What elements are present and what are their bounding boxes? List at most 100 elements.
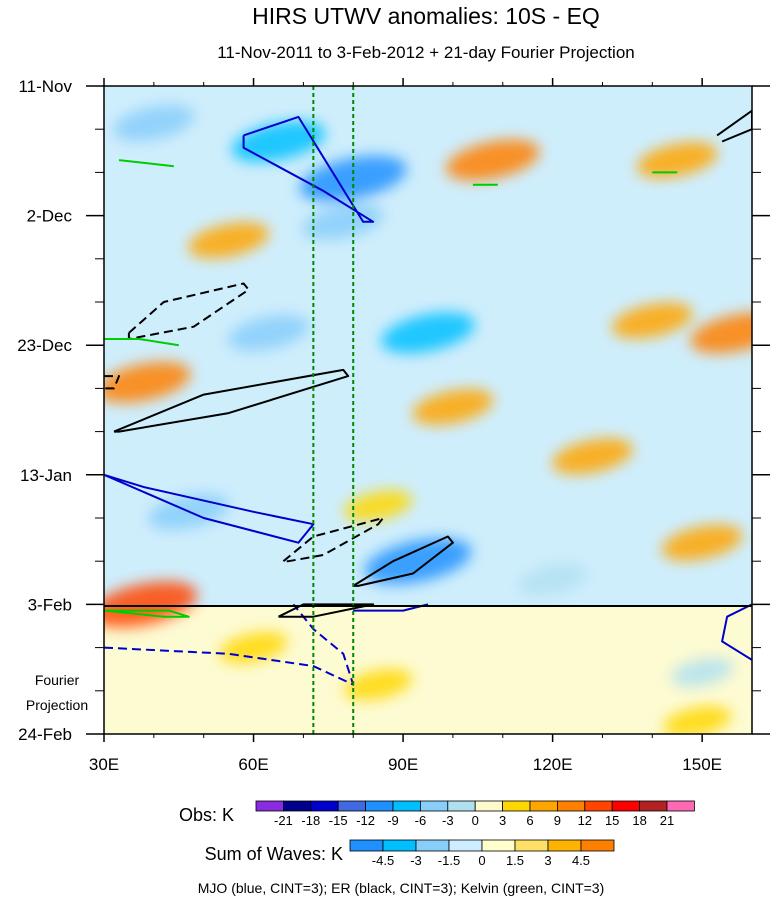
obs-legend-swatch-6 — [419, 800, 449, 812]
y-tick-label-4: 3-Feb — [28, 595, 72, 614]
obs-legend-level-8: 3 — [499, 813, 506, 828]
anomaly-patch-3 — [113, 105, 195, 142]
obs-legend-level-14: 21 — [660, 813, 674, 828]
anomaly-patch-22 — [671, 657, 733, 687]
er-contour-6 — [716, 109, 752, 143]
anomaly-patch-11 — [228, 314, 309, 351]
obs-legend-swatch-15 — [666, 800, 695, 812]
waves-legend-level-6: 4.5 — [572, 853, 590, 868]
obs-legend-level-2: -15 — [329, 813, 348, 828]
waves-legend-label: Sum of Waves: K — [205, 844, 343, 864]
anomaly-patch-23 — [663, 706, 732, 734]
obs-legend-swatch-13 — [611, 800, 641, 812]
obs-legend-swatch-11 — [557, 800, 586, 812]
waves-legend-level-0: -4.5 — [372, 853, 394, 868]
obs-legend-swatch-9 — [502, 800, 531, 812]
waves-legend-swatch-4 — [481, 839, 516, 852]
anomaly-patch-5 — [636, 142, 718, 179]
waves-legend-level-2: -1.5 — [438, 853, 460, 868]
x-tick-label-3: 120E — [533, 755, 573, 774]
obs-legend-swatch-7 — [447, 800, 476, 812]
waves-legend-swatch-7 — [580, 839, 615, 852]
x-tick-label-1: 60E — [238, 755, 268, 774]
y-tick-label-1: 2-Dec — [27, 207, 73, 226]
obs-legend-swatch-1 — [282, 800, 312, 812]
obs-legend-level-13: 18 — [632, 813, 646, 828]
chart-title: HIRS UTWV anomalies: 10S - EQ — [252, 3, 600, 29]
obs-legend-level-1: -18 — [301, 813, 320, 828]
anomaly-patch-10 — [104, 361, 191, 403]
waves-legend-swatch-3 — [448, 839, 483, 852]
waves-legend-level-3: 0 — [478, 853, 485, 868]
anomaly-patch-9 — [690, 312, 752, 354]
er-contour-2 — [113, 368, 350, 433]
projection-background — [104, 606, 752, 734]
obs-legend-swatch-3 — [337, 800, 367, 812]
obs-legend-level-4: -9 — [387, 813, 399, 828]
obs-legend-swatch-10 — [529, 800, 558, 812]
obs-legend-level-10: 9 — [554, 813, 561, 828]
anomaly-patch-18 — [518, 564, 587, 596]
y-axis: 11-Nov 2-Dec 23-Dec 13-Jan 3-Feb 24-Feb — [17, 77, 770, 744]
waves-legend-swatch-5 — [514, 839, 549, 852]
anomaly-patch-14 — [344, 490, 413, 522]
er-contour-5 — [278, 603, 375, 618]
waves-legend-swatch-1 — [382, 839, 417, 852]
chart-subtitle: 11-Nov-2011 to 3-Feb-2012 + 21-day Fouri… — [217, 43, 635, 62]
waves-legend-level-1: -3 — [410, 853, 422, 868]
anomaly-patch-4 — [445, 139, 540, 181]
anomaly-patch-7 — [381, 312, 475, 354]
obs-legend-level-11: 12 — [578, 813, 592, 828]
obs-legend-swatch-14 — [639, 800, 668, 812]
obs-legend-level-0: -21 — [274, 813, 293, 828]
mjo-contour-4 — [721, 603, 752, 661]
plot-area — [104, 86, 752, 734]
obs-legend-level-12: 15 — [605, 813, 619, 828]
obs-legend-swatch-5 — [392, 800, 421, 812]
obs-legend-swatch-8 — [474, 800, 504, 812]
obs-legend-level-9: 6 — [526, 813, 533, 828]
obs-legend-level-5: -6 — [415, 813, 427, 828]
x-tick-label-2: 90E — [388, 755, 418, 774]
y-tick-label-5: 24-Feb — [18, 725, 72, 744]
anomaly-patch-8 — [611, 302, 693, 339]
obs-legend-swatch-0 — [255, 800, 284, 812]
anomaly-patch-16 — [661, 524, 743, 561]
waves-legend-swatch-6 — [547, 839, 582, 852]
anomaly-patch-12 — [412, 388, 494, 425]
mjo-contour-2 — [104, 473, 315, 544]
obs-legend-level-7: 0 — [472, 813, 479, 828]
anomaly-patch-20 — [344, 669, 413, 701]
y-tick-label-0: 11-Nov — [18, 77, 72, 96]
kelvin-contour-2 — [118, 159, 174, 168]
obs-legend-level-6: -3 — [442, 813, 454, 828]
plot-frame — [103, 85, 753, 735]
waves-legend: Sum of Waves: K -4.5 -3 -1.5 0 1.5 3 4.5 — [205, 839, 615, 868]
footer-caption: MJO (blue, CINT=3); ER (black, CINT=3); … — [198, 880, 605, 896]
projection-label-line1: Fourier — [35, 672, 80, 688]
anomaly-patch-6 — [302, 203, 384, 240]
obs-legend-label: Obs: K — [179, 805, 234, 825]
obs-legend-swatch-4 — [365, 800, 394, 812]
y-tick-label-3: 13-Jan — [20, 466, 72, 485]
kelvin-contour-1 — [104, 609, 190, 618]
x-axis: 30E 60E 90E 120E 150E — [89, 78, 722, 774]
obs-legend-level-3: -12 — [356, 813, 375, 828]
anomaly-patch-13 — [552, 438, 633, 475]
waves-legend-swatch-2 — [415, 839, 450, 852]
anomaly-patch-2 — [188, 222, 270, 259]
obs-legend: Obs: K -21 -18 -15 -12 -9 -6 -3 0 3 6 9 12 15 18 21 — [179, 800, 695, 828]
er-contour-4 — [352, 535, 454, 587]
x-tick-label-4: 150E — [682, 755, 722, 774]
projection-label-line2: Projection — [26, 697, 88, 713]
er-contour-3 — [282, 517, 385, 563]
obs-legend-swatch-12 — [584, 800, 613, 812]
obs-legend-swatch-2 — [310, 800, 339, 812]
y-tick-label-2: 23-Dec — [17, 336, 72, 355]
waves-legend-swatch-0 — [349, 839, 384, 852]
mjo-contour-1 — [242, 115, 375, 223]
kelvin-contour-3 — [104, 338, 179, 347]
er-contour-7 — [104, 375, 120, 390]
waves-legend-level-5: 3 — [544, 853, 551, 868]
